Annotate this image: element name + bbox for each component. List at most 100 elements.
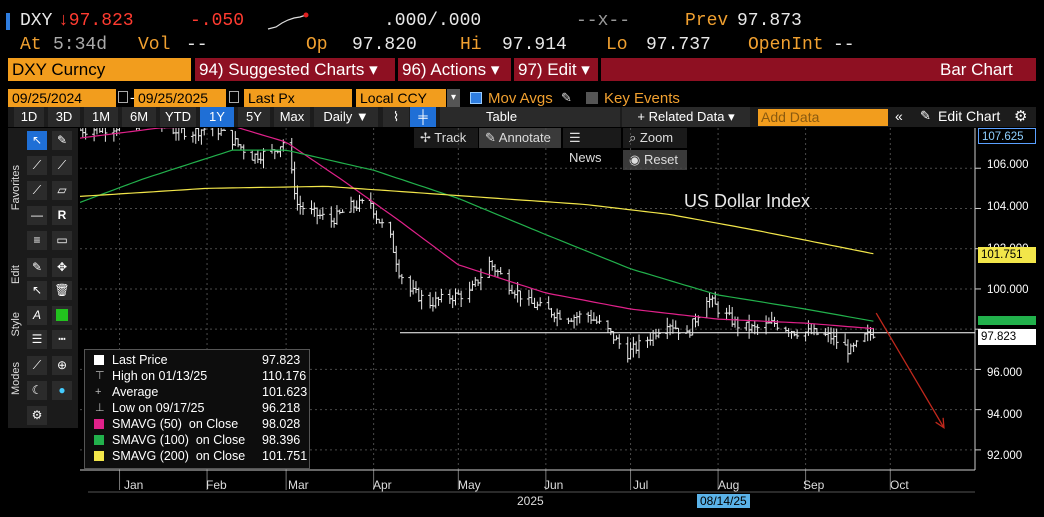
legend-label: SMAVG (100) on Close xyxy=(112,433,246,447)
line-weight-icon[interactable]: ☰ xyxy=(27,330,47,349)
range-button-3d[interactable]: 3D xyxy=(48,107,80,127)
channel-icon[interactable]: ▱ xyxy=(52,181,72,200)
prev-value: 97.873 xyxy=(737,11,802,31)
bid-ask: .000/.000 xyxy=(384,11,482,31)
x-tick-label: Jan xyxy=(124,478,144,492)
range-button-5y[interactable]: 5Y xyxy=(238,107,270,127)
settings-gear-icon[interactable]: ⚙ xyxy=(27,406,47,425)
collapse-icon[interactable]: « xyxy=(895,108,903,124)
range-button-1y[interactable]: 1Y xyxy=(200,107,234,127)
trash-icon[interactable]: 🗑 xyxy=(52,281,72,300)
legend-label: Last Price xyxy=(112,353,168,367)
related-data-button[interactable]: + Related Data ▾ xyxy=(622,107,750,127)
font-style-icon[interactable]: A xyxy=(27,306,47,325)
legend-row[interactable]: ⊤ High on 01/13/25 110.176 xyxy=(84,368,324,384)
range-button-ytd[interactable]: YTD xyxy=(160,107,196,127)
cursor-date-label: 08/14/25 xyxy=(697,494,750,508)
period-select[interactable]: Daily ▼ xyxy=(314,107,378,127)
reset-button[interactable]: ◉ Reset xyxy=(623,150,687,170)
range-button-1m[interactable]: 1M xyxy=(84,107,118,127)
magnet-icon[interactable]: ⊕ xyxy=(52,356,72,375)
crosshair-mode-icon[interactable]: ⟋ xyxy=(27,356,47,375)
key-events-label[interactable]: Key Events xyxy=(604,90,680,107)
trendline-icon[interactable]: ⟋ xyxy=(27,156,47,175)
mov-avgs-checkbox[interactable] xyxy=(470,92,482,104)
end-date-input[interactable]: 09/25/2025 xyxy=(134,89,226,107)
chart-type-bar[interactable] xyxy=(601,58,1036,81)
price-field-select[interactable]: Last Px xyxy=(244,89,352,107)
open-value: 97.820 xyxy=(352,35,417,55)
legend-row[interactable]: ⊥ Low on 09/17/25 96.218 xyxy=(84,400,324,416)
high-marker-icon: ⊤ xyxy=(95,370,105,382)
legend-value: 98.396 xyxy=(262,433,301,447)
compare-icon[interactable]: ☾ xyxy=(27,381,47,400)
bid-ask-size: --x-- xyxy=(576,11,631,31)
horizontal-line-icon[interactable]: — xyxy=(27,206,47,225)
legend-value: 101.623 xyxy=(262,385,308,399)
cursor-icon[interactable]: ↖ xyxy=(27,131,47,150)
annotate-tool[interactable]: ✎ Annotate xyxy=(479,128,561,148)
actions-menu[interactable] xyxy=(398,58,511,81)
line-chart-icon[interactable]: ⌇ xyxy=(383,107,409,127)
rectangle-icon[interactable]: ▭ xyxy=(52,231,72,250)
start-date-input[interactable]: 09/25/2024 xyxy=(8,89,116,107)
openint-value: -- xyxy=(833,35,855,55)
legend-row[interactable]: Last Price 97.823 xyxy=(84,352,324,368)
key-events-checkbox[interactable] xyxy=(586,92,598,104)
bar-chart-icon[interactable]: ╪ xyxy=(410,107,436,127)
select-icon[interactable]: ↖ xyxy=(27,281,47,300)
at-label: At xyxy=(20,35,42,55)
sma100-value-label xyxy=(978,316,1036,325)
edit-menu[interactable] xyxy=(514,58,598,81)
chart-legend[interactable] xyxy=(84,349,310,469)
x-tick-label: Oct xyxy=(890,478,909,492)
news-tool[interactable]: ☰ News xyxy=(563,128,621,165)
fibonacci-icon[interactable]: ≡ xyxy=(27,231,47,250)
calendar-icon[interactable] xyxy=(118,91,128,103)
add-data-placeholder: Add Data xyxy=(761,109,820,125)
pencil-icon[interactable]: ✎ xyxy=(561,90,572,105)
add-data-input[interactable] xyxy=(758,109,888,126)
legend-row[interactable]: SMAVG (50) on Close 98.028 xyxy=(84,416,324,432)
edit-label: 97) Edit ▾ xyxy=(518,60,590,79)
ray-icon[interactable]: ⟋ xyxy=(52,156,72,175)
color-swatch-icon[interactable] xyxy=(52,306,72,325)
mov-avgs-label[interactable]: Mov Avgs xyxy=(488,90,553,107)
legend-swatch xyxy=(94,355,104,365)
open-label: Op xyxy=(306,35,328,55)
text-icon[interactable]: R xyxy=(52,206,72,225)
vol-value: -- xyxy=(186,35,208,55)
security-field[interactable] xyxy=(8,58,191,81)
low-marker-icon: ⊥ xyxy=(95,402,105,414)
range-button-6m[interactable]: 6M xyxy=(122,107,156,127)
currency-select[interactable]: Local CCY xyxy=(356,89,446,107)
price-bars xyxy=(80,128,876,363)
sparkline-icon xyxy=(267,12,309,30)
y-tick-label: 94.000 xyxy=(987,409,1023,421)
suggested-charts-label: 94) Suggested Charts ▾ xyxy=(199,60,378,79)
legend-row[interactable]: SMAVG (200) on Close 101.751 xyxy=(84,448,324,464)
calendar-icon[interactable] xyxy=(229,91,239,103)
trend-arrow-head xyxy=(935,417,945,430)
range-button-max[interactable]: Max xyxy=(274,107,310,127)
legend-row[interactable]: + Average 101.623 xyxy=(84,384,324,400)
range-button-1d[interactable]: 1D xyxy=(14,107,44,127)
ticker-symbol[interactable]: DXY xyxy=(20,11,53,31)
zoom-tool[interactable]: ⌕ Zoom xyxy=(623,128,687,148)
legend-row[interactable]: SMAVG (100) on Close 98.396 xyxy=(84,432,324,448)
move-icon[interactable]: ✥ xyxy=(52,258,72,277)
legend-swatch xyxy=(94,419,104,429)
pen-icon[interactable]: ✎ xyxy=(52,131,72,150)
brush-icon[interactable]: ✎ xyxy=(27,258,47,277)
pencil-icon[interactable]: ✎ xyxy=(920,108,931,123)
suggested-charts-menu[interactable] xyxy=(195,58,395,81)
trend-arrow xyxy=(875,312,945,429)
edit-chart-button[interactable]: Edit Chart xyxy=(938,108,1001,124)
indicators-icon[interactable]: ● xyxy=(52,381,72,400)
gear-icon[interactable]: ⚙ xyxy=(1014,108,1028,125)
chevron-down-icon[interactable]: ▾ xyxy=(447,89,460,107)
segment-icon[interactable]: ⟋ xyxy=(27,181,47,200)
table-button[interactable]: Table xyxy=(440,107,620,127)
line-style-icon[interactable]: ┅ xyxy=(52,330,72,349)
